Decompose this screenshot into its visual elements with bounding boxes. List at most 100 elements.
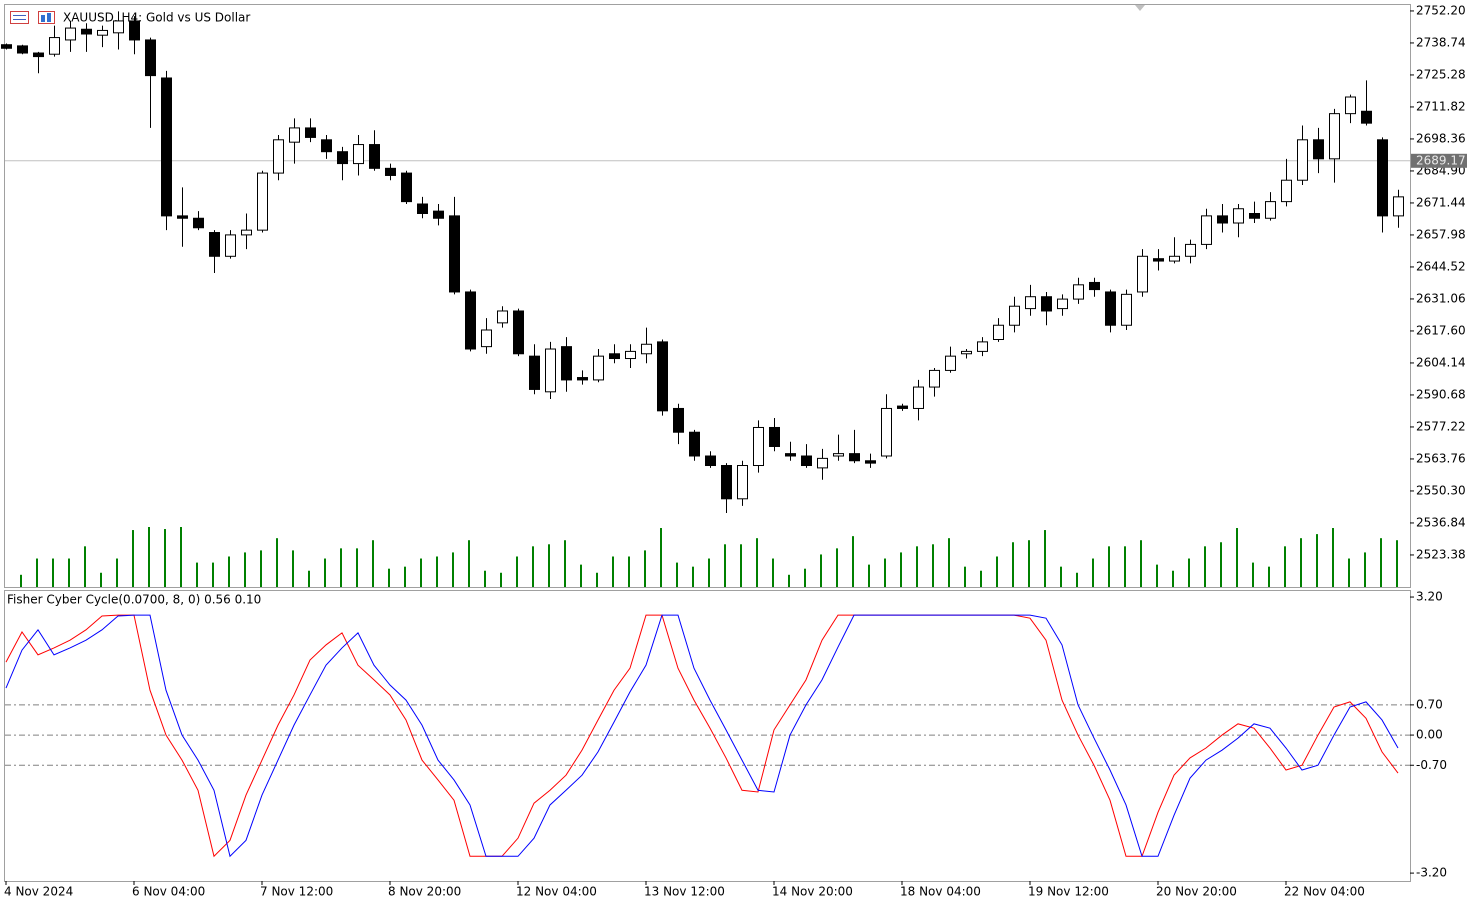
x-tick-label: 20 Nov 20:00 [1156,885,1237,899]
symbol-icons[interactable] [10,11,55,24]
candle-body [529,355,540,390]
candle-body [1329,113,1340,160]
volume-bar [628,556,630,587]
volume-bar [708,558,710,587]
volume-bar [244,552,246,587]
volume-bar [980,570,982,587]
candle-body [241,229,252,236]
candle-body [497,310,508,324]
volume-bar [1188,558,1190,587]
volume-bar [164,529,166,587]
candle-body [849,453,860,462]
candle-body [993,324,1004,341]
volume-bar [1380,538,1382,587]
x-tick-label: 12 Nov 04:00 [516,885,597,899]
candle-body [513,310,524,355]
volume-bar [308,570,310,587]
volume-bar [100,572,102,587]
volume-bar [868,564,870,587]
candle-body [961,350,972,355]
y-tick-label: -3.20 [1416,866,1447,880]
volume-bar [1028,540,1030,587]
y-tick-label: 2752.20 [1416,3,1466,17]
volume-bar [1076,572,1078,587]
candle-body [705,455,716,467]
candle-body [865,460,876,464]
volume-bar [1156,564,1158,587]
volume-bar [372,540,374,587]
volume-bar [1220,542,1222,587]
candle-body [449,215,460,293]
volume-bar [1364,552,1366,587]
candle-body [897,405,908,409]
candle-body [689,431,700,457]
volume-bar [1268,566,1270,587]
candle-body [1089,281,1100,291]
volume-bar [852,536,854,587]
candle-body [625,350,636,360]
candle-body [1361,110,1372,124]
y-tick-label: 0.00 [1416,728,1443,742]
volume-bar [1108,546,1110,587]
y-tick-label: 2604.14 [1416,355,1466,369]
candle-body [289,127,300,143]
indicator-pane [4,590,1411,882]
candle-body [17,45,28,54]
candle-body [929,369,940,388]
volume-bar [276,538,278,587]
candle-body [817,457,828,469]
candle-body [225,234,236,257]
candle-body [833,453,844,457]
volume-bar [756,538,758,587]
volume-bar [532,546,534,587]
volume-bar [580,564,582,587]
candle-body [33,52,44,58]
volume-bar [612,556,614,587]
candle-body [561,346,572,381]
y-tick-label: 2577.22 [1416,419,1466,433]
volume-bar [148,527,150,587]
volume-bar [388,568,390,587]
candle-body [177,215,188,219]
candle-body [1217,215,1228,224]
icon[interactable] [10,11,29,24]
volume-bar [596,572,598,587]
candle-body [737,465,748,500]
x-tick-label: 8 Nov 20:00 [388,885,461,899]
icon[interactable] [38,11,55,24]
chart-title: XAUUSD, H4: Gold vs US Dollar [63,11,250,25]
volume-bar [836,548,838,587]
candle-body [1185,243,1196,257]
candle-body [353,144,364,165]
volume-bar [804,568,806,587]
candle-body [417,203,428,215]
volume-bar [692,566,694,587]
candle-body [785,453,796,457]
y-tick-label: 2657.98 [1416,227,1466,241]
x-tick-label: 7 Nov 12:00 [260,885,333,899]
candle-body [641,343,652,355]
icon-bar [47,13,51,22]
y-tick-label: 2644.52 [1416,259,1466,273]
x-tick-label: 19 Nov 12:00 [1028,885,1109,899]
candle-body [609,353,620,360]
shift-marker[interactable] [1135,5,1145,11]
volume-bar [452,552,454,587]
candle-body [1041,296,1052,312]
indicator-line [5,614,1399,858]
candle-body [1,44,12,49]
y-tick-label: 0.70 [1416,697,1443,711]
candle-body [129,20,140,41]
volume-bar [724,544,726,587]
volume-bar [516,556,518,587]
candle-body [193,217,204,229]
candle-body [657,341,668,412]
volume-bar [36,558,38,587]
candle-body [305,127,316,138]
volume-bar [932,544,934,587]
candle-body [1297,139,1308,181]
candle-body [801,455,812,467]
y-tick-label: 2711.82 [1416,99,1466,113]
volume-bar [484,570,486,587]
y-tick-label: 2725.28 [1416,67,1466,81]
